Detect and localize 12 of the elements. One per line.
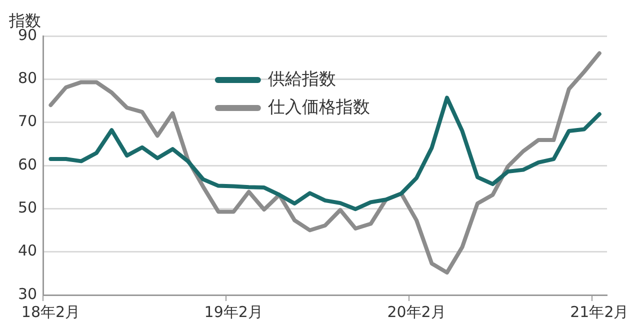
x-tick-label: 18年2月 [21, 302, 80, 321]
y-tick-label: 70 [18, 112, 38, 130]
y-tick-label: 40 [18, 242, 38, 260]
y-tick-label: 50 [18, 198, 38, 217]
legend-label: 供給指数 [268, 69, 336, 90]
x-tick-label: 20年2月 [387, 302, 446, 321]
y-tick-label: 80 [18, 69, 38, 88]
y-tick-label: 30 [18, 284, 38, 303]
legend-label: 仕入価格指数 [266, 97, 370, 118]
y-tick-label: 60 [18, 155, 38, 174]
x-tick-label: 21年2月 [570, 302, 629, 321]
x-tick-label: 19年2月 [204, 302, 263, 321]
